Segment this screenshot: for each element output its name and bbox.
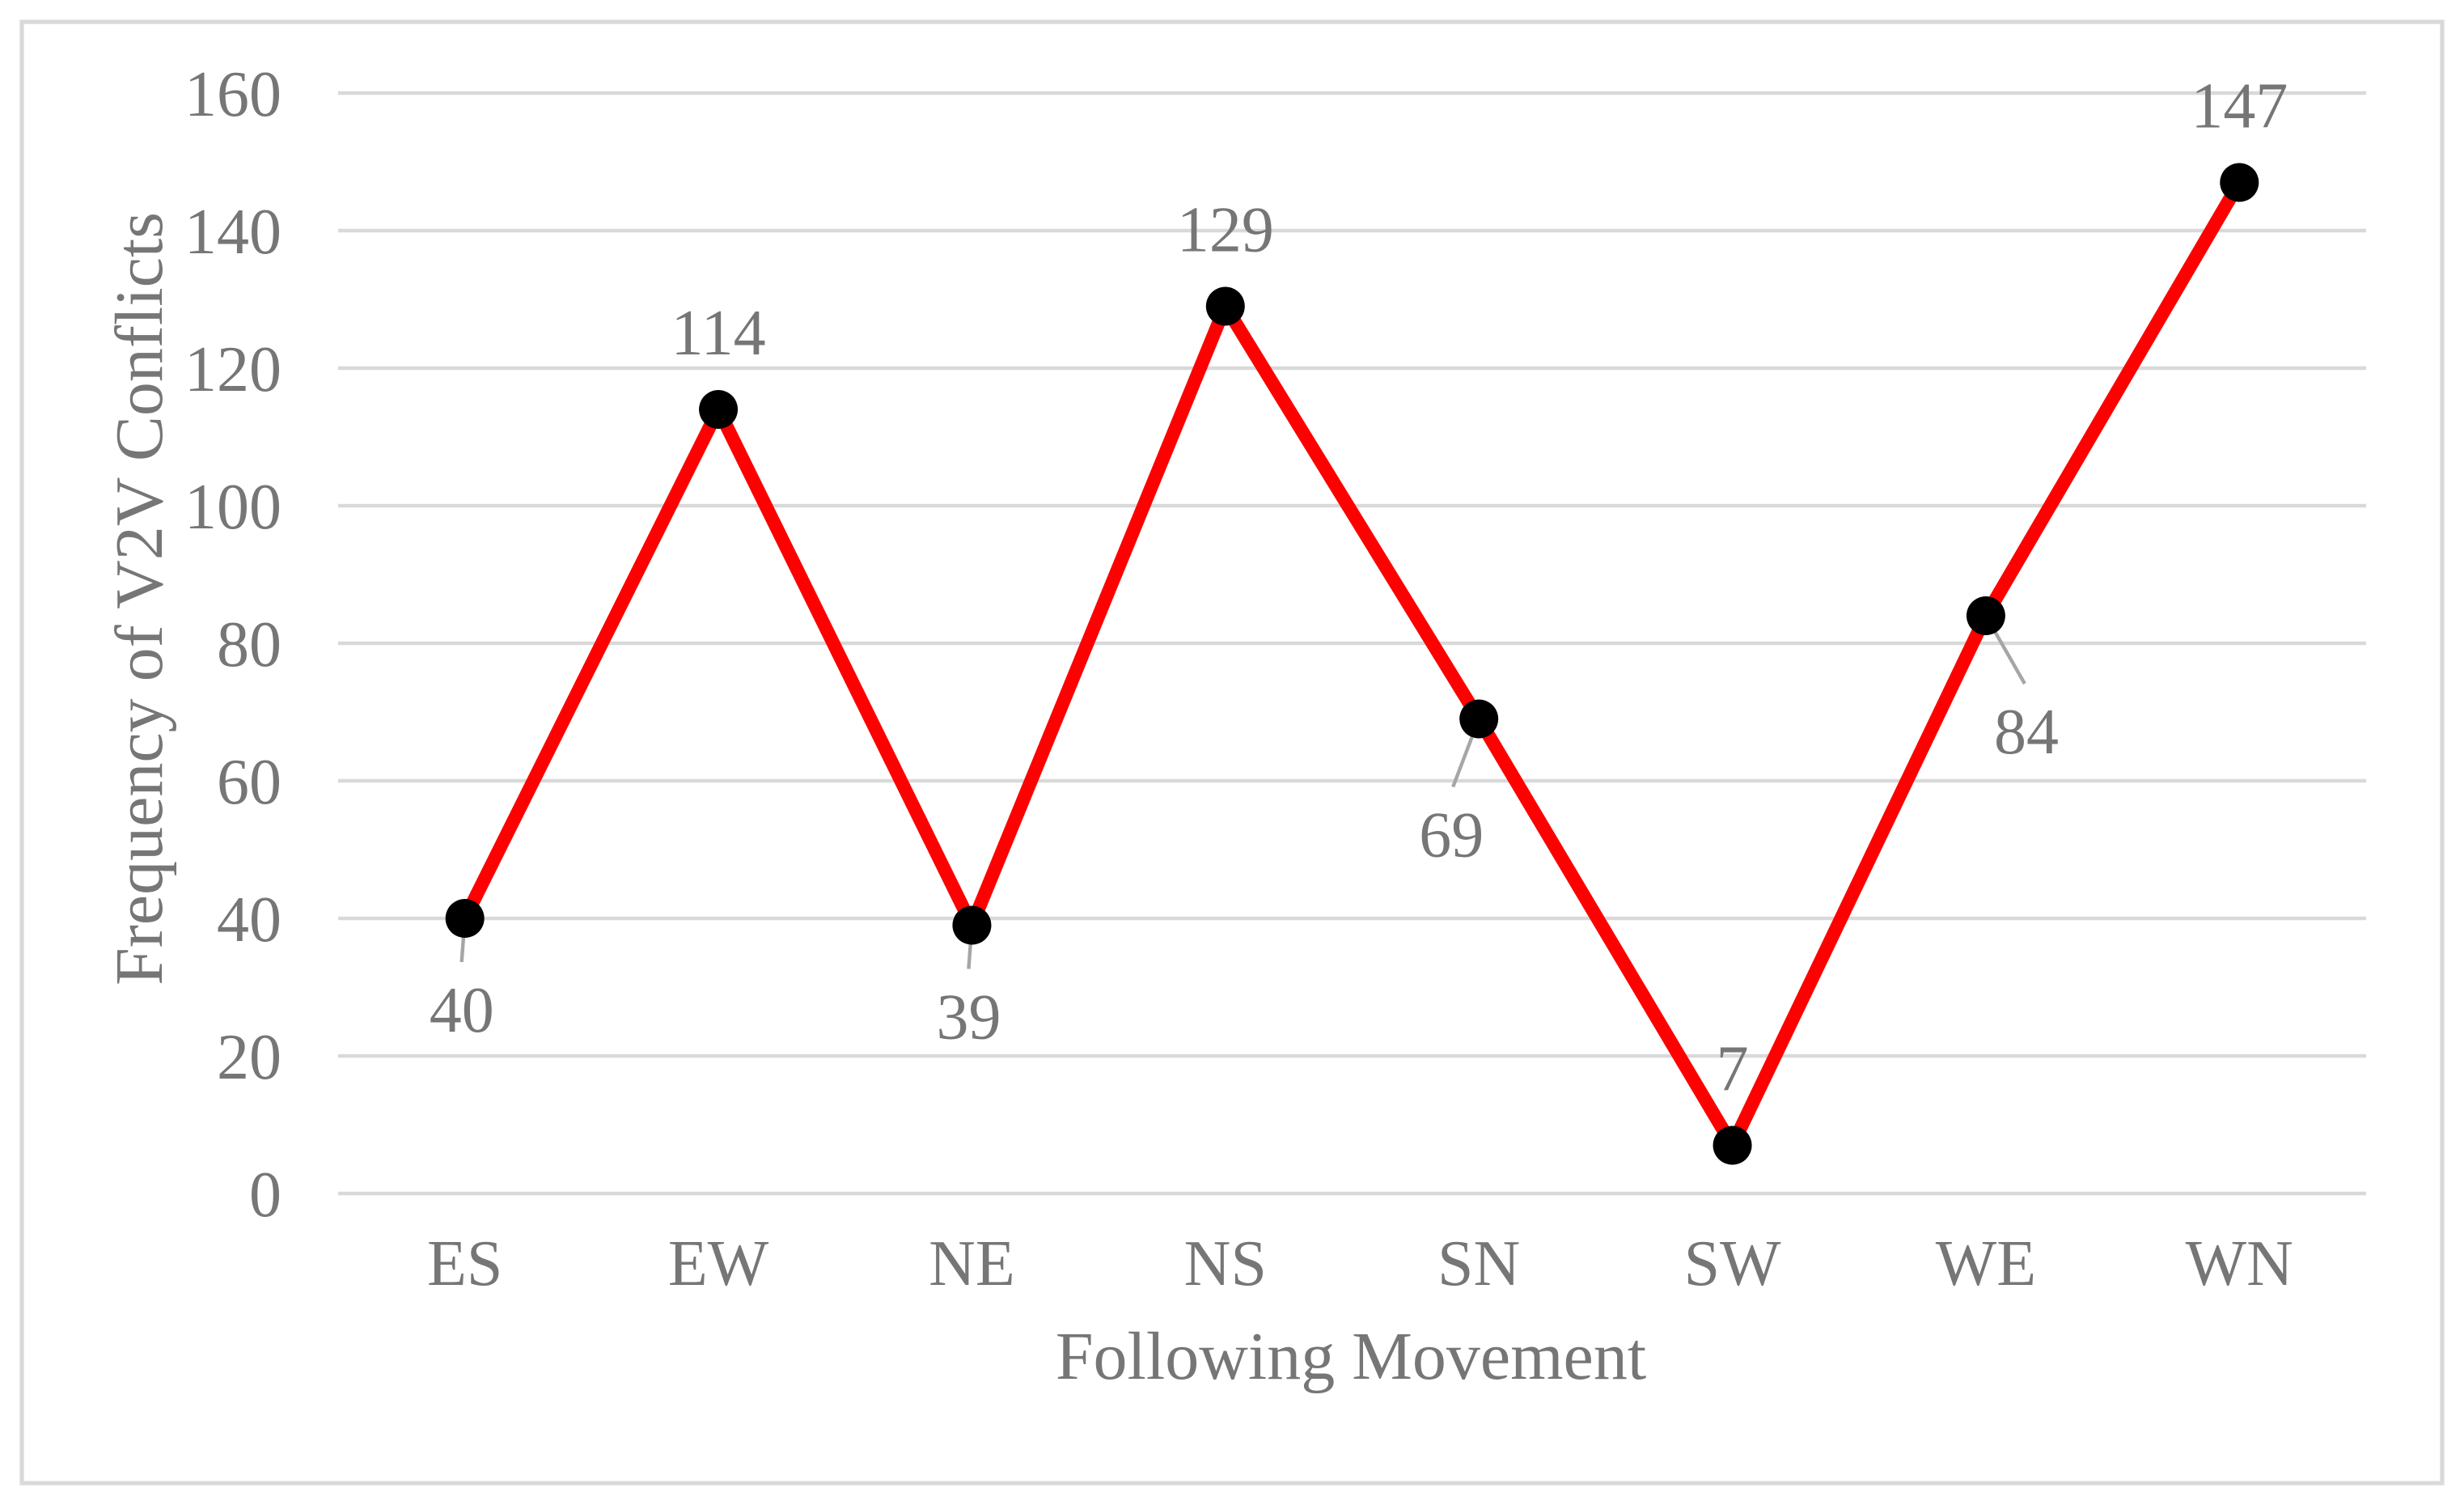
y-tick-label: 60 xyxy=(217,747,282,818)
series xyxy=(445,163,2259,1165)
y-tick-label: 0 xyxy=(249,1159,282,1231)
x-category-label: NE xyxy=(929,1228,1015,1299)
data-point-marker xyxy=(1459,699,1499,739)
y-tick-label: 20 xyxy=(217,1022,282,1093)
data-label: 147 xyxy=(2191,71,2288,142)
data-point-marker xyxy=(1966,596,2005,635)
x-category-label: ES xyxy=(427,1228,502,1299)
x-category-label: EW xyxy=(668,1228,769,1299)
y-tick-label: 160 xyxy=(184,59,282,130)
y-tick-labels: 0 20 40 60 80 100 120 140 160 xyxy=(184,59,282,1231)
y-tick-label: 40 xyxy=(217,884,282,956)
data-label: 129 xyxy=(1177,195,1274,266)
series-line xyxy=(458,176,2246,1152)
data-point-marker xyxy=(2220,163,2259,202)
data-label: 84 xyxy=(1994,697,2059,768)
data-labels: 40 114 39 129 69 7 84 147 xyxy=(430,71,2288,1105)
data-point-marker xyxy=(699,390,739,429)
x-category-label: SN xyxy=(1437,1228,1520,1299)
y-tick-label: 100 xyxy=(184,472,282,543)
y-axis-title: Frequency of V2V Conflicts xyxy=(102,212,177,986)
data-label: 7 xyxy=(1717,1034,1749,1105)
x-category-labels: ES EW NE NS SN SW WE WN xyxy=(427,1228,2293,1299)
data-label: 40 xyxy=(430,975,494,1046)
chart-border xyxy=(19,19,2445,1486)
data-label: 39 xyxy=(936,982,1001,1054)
data-point-marker xyxy=(1205,286,1245,326)
x-category-label: WE xyxy=(1936,1228,2036,1299)
y-tick-label: 140 xyxy=(184,197,282,268)
data-point-marker xyxy=(1713,1126,1752,1165)
data-point-marker xyxy=(445,899,485,938)
x-category-label: NS xyxy=(1184,1228,1267,1299)
data-point-marker xyxy=(952,905,992,945)
y-tick-label: 80 xyxy=(217,609,282,680)
y-tick-label: 120 xyxy=(184,334,282,405)
data-label: 114 xyxy=(671,298,766,369)
x-category-label: WN xyxy=(2186,1228,2293,1299)
x-axis-title: Following Movement xyxy=(1056,1319,1646,1394)
data-label: 69 xyxy=(1419,800,1484,871)
x-category-label: SW xyxy=(1684,1228,1781,1299)
